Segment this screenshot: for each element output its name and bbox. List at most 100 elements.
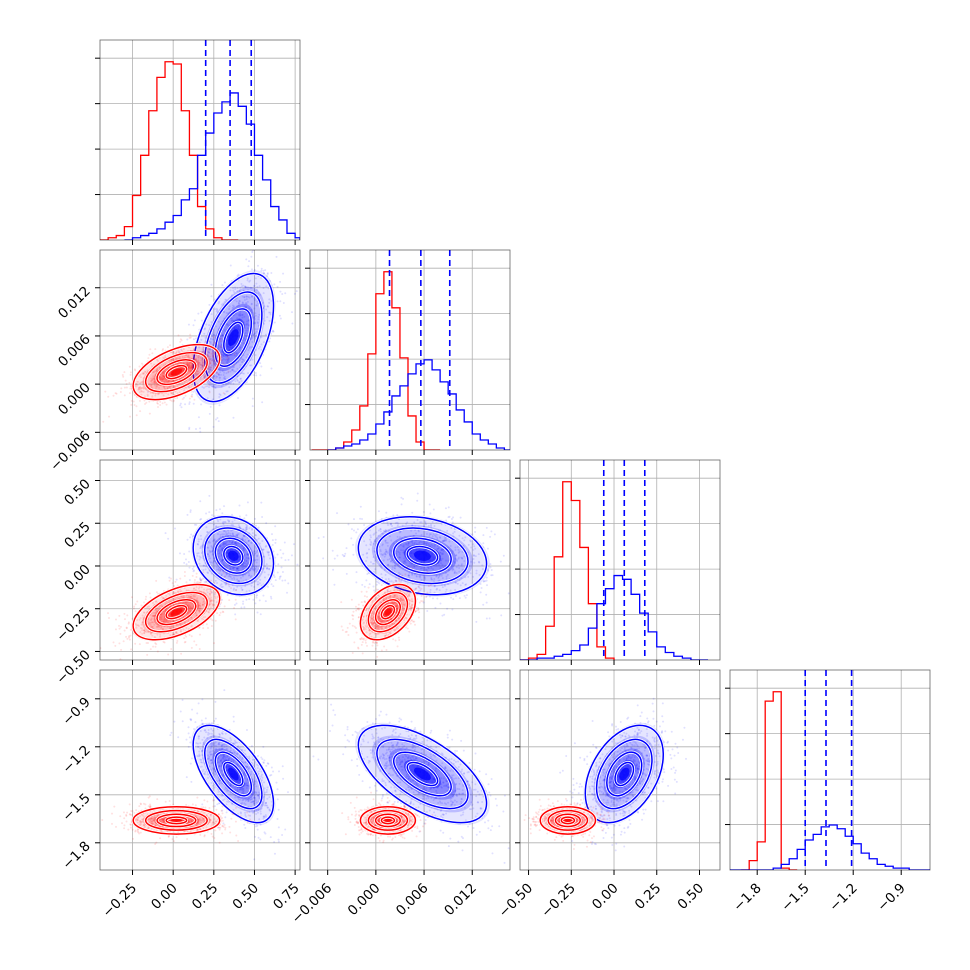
sample-point — [167, 537, 170, 540]
sample-point — [198, 647, 201, 650]
sample-point — [227, 335, 230, 338]
sample-point — [254, 602, 257, 605]
sample-point — [204, 340, 207, 343]
sample-point — [189, 536, 192, 539]
sample-point — [250, 364, 253, 367]
sample-point — [190, 616, 193, 619]
sample-point — [213, 559, 216, 562]
sample-point — [231, 541, 234, 544]
sample-point — [188, 365, 191, 368]
sample-point — [287, 582, 290, 585]
sample-point — [139, 410, 142, 413]
sample-point — [159, 378, 162, 381]
sample-point — [152, 645, 155, 648]
sample-point — [229, 382, 232, 385]
sample-point — [161, 371, 164, 374]
sample-point — [244, 286, 247, 289]
sample-point — [206, 397, 209, 400]
sample-point — [135, 624, 138, 627]
red-histogram — [741, 691, 798, 870]
blue-histogram — [124, 92, 300, 240]
sample-point — [155, 607, 158, 610]
sample-point — [208, 511, 211, 514]
sample-point — [217, 420, 220, 423]
sample-point — [426, 610, 429, 613]
sample-point — [179, 622, 182, 625]
sample-point — [219, 549, 222, 552]
sample-point — [218, 376, 221, 379]
sample-point — [204, 385, 207, 388]
contour-line — [132, 343, 221, 401]
sample-point — [250, 268, 253, 271]
sample-point — [235, 602, 238, 605]
sample-point — [347, 523, 350, 526]
sample-point — [231, 347, 234, 350]
sample-point — [361, 583, 364, 586]
sample-point — [244, 539, 247, 542]
sample-point — [232, 326, 235, 329]
sample-point — [108, 415, 111, 418]
sample-point — [222, 373, 225, 376]
sample-point — [189, 333, 192, 336]
sample-point — [216, 533, 219, 536]
sample-point — [242, 565, 245, 568]
sample-point — [247, 574, 250, 577]
sample-point — [231, 520, 234, 523]
sample-point — [166, 387, 169, 390]
sample-point — [139, 617, 142, 620]
sample-point — [274, 525, 277, 528]
sample-point — [141, 614, 144, 617]
sample-point — [233, 354, 236, 357]
sample-point — [212, 334, 215, 337]
sample-point — [202, 601, 205, 604]
sample-point — [211, 550, 214, 553]
sample-point — [193, 640, 196, 643]
sample-point — [211, 343, 214, 346]
sample-point — [167, 393, 170, 396]
sample-point — [452, 516, 455, 519]
sample-point — [178, 623, 181, 626]
sample-point — [250, 303, 253, 306]
sample-point — [352, 543, 355, 546]
sample-point — [230, 319, 233, 322]
sample-point — [200, 551, 203, 554]
sample-point — [373, 589, 376, 592]
sample-point — [250, 337, 253, 340]
sample-point — [257, 583, 260, 586]
sample-point — [180, 361, 183, 364]
sample-point — [163, 618, 166, 621]
sample-point — [150, 386, 153, 389]
sample-point — [227, 335, 230, 338]
sample-point — [196, 552, 199, 555]
sample-point — [245, 528, 248, 531]
sample-point — [182, 628, 185, 631]
sample-point — [150, 379, 153, 382]
sample-point — [183, 387, 186, 390]
sample-point — [195, 370, 198, 373]
sample-point — [359, 517, 362, 520]
sample-point — [139, 388, 142, 391]
sample-point — [265, 522, 268, 525]
sample-point — [155, 370, 158, 373]
sample-point — [206, 354, 209, 357]
sample-point — [202, 386, 205, 389]
sample-point — [152, 377, 155, 380]
sample-point — [231, 287, 234, 290]
sample-point — [156, 385, 159, 388]
sample-point — [197, 604, 200, 607]
sample-point — [183, 561, 186, 564]
sample-point — [248, 347, 251, 350]
sample-point — [276, 300, 279, 303]
sample-point — [222, 358, 225, 361]
sample-point — [250, 286, 253, 289]
sample-point — [225, 572, 228, 575]
sample-point — [355, 531, 358, 534]
sample-point — [219, 518, 222, 521]
sample-point — [385, 511, 388, 514]
sample-point — [141, 632, 144, 635]
sample-point — [151, 625, 154, 628]
sample-point — [212, 528, 215, 531]
sample-point — [217, 320, 220, 323]
sample-point — [144, 598, 147, 601]
sample-point — [193, 319, 196, 322]
